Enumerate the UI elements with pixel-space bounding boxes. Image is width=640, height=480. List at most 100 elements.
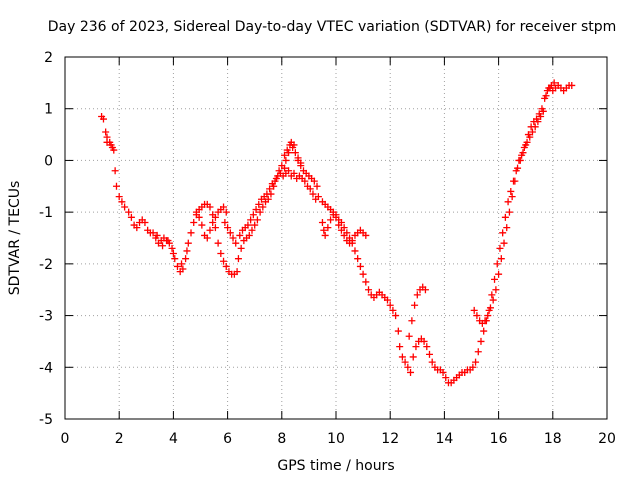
data-point xyxy=(442,374,450,382)
data-point xyxy=(249,211,257,219)
data-point xyxy=(310,177,318,185)
data-point xyxy=(282,156,290,164)
data-point xyxy=(159,242,167,250)
data-point xyxy=(99,115,107,123)
y-tick-label: -2 xyxy=(39,257,53,273)
data-point xyxy=(533,115,541,123)
data-point xyxy=(110,146,118,154)
data-point xyxy=(542,92,550,100)
data-point xyxy=(491,275,499,283)
data-point xyxy=(383,296,391,304)
data-point xyxy=(226,229,234,237)
x-tick-label: 8 xyxy=(277,431,286,447)
data-point xyxy=(149,229,157,237)
data-point xyxy=(247,216,255,224)
data-point xyxy=(245,231,253,239)
data-point xyxy=(362,278,370,286)
data-point xyxy=(477,337,485,345)
axis-ticks xyxy=(64,56,608,420)
data-point xyxy=(481,317,489,325)
data-point xyxy=(413,291,421,299)
data-point xyxy=(324,224,332,232)
data-point xyxy=(118,198,126,206)
data-point xyxy=(233,268,241,276)
data-series xyxy=(98,79,576,387)
data-point xyxy=(401,358,409,366)
data-point xyxy=(514,164,522,172)
data-point xyxy=(396,343,404,351)
data-point xyxy=(201,231,209,239)
data-point xyxy=(486,304,494,312)
data-point xyxy=(500,239,508,247)
data-point xyxy=(365,286,373,294)
data-point xyxy=(252,206,260,214)
data-point xyxy=(251,221,259,229)
data-point xyxy=(411,301,419,309)
data-point xyxy=(209,218,217,226)
data-point xyxy=(306,185,314,193)
x-tick-label: 20 xyxy=(598,431,616,447)
data-point xyxy=(327,216,335,224)
data-point xyxy=(340,231,348,239)
data-point xyxy=(493,260,501,268)
data-point xyxy=(404,363,412,371)
data-point xyxy=(192,208,200,216)
grid xyxy=(65,57,607,419)
x-tick-label: 16 xyxy=(490,431,508,447)
data-point xyxy=(266,185,274,193)
data-point xyxy=(182,255,190,263)
data-point xyxy=(127,213,135,221)
data-point xyxy=(248,226,256,234)
data-point xyxy=(171,255,179,263)
data-point xyxy=(527,123,535,131)
y-axis-label: SDTVAR / TECUs xyxy=(7,181,23,296)
data-point xyxy=(301,177,309,185)
plot-frame xyxy=(64,56,608,420)
data-point xyxy=(496,244,504,252)
data-point xyxy=(503,224,511,232)
data-point xyxy=(115,193,123,201)
data-point xyxy=(408,317,416,325)
data-point xyxy=(206,203,214,211)
data-point xyxy=(178,260,186,268)
y-tick-label: 0 xyxy=(44,153,53,169)
data-point xyxy=(535,110,543,118)
data-point xyxy=(271,177,279,185)
data-point xyxy=(190,218,198,226)
data-point xyxy=(473,312,481,320)
data-point xyxy=(244,221,252,229)
data-point xyxy=(237,244,245,252)
data-point xyxy=(488,291,496,299)
data-point xyxy=(507,187,515,195)
data-point xyxy=(281,164,289,172)
data-point xyxy=(538,105,546,113)
data-point xyxy=(102,128,110,136)
data-point xyxy=(504,198,512,206)
data-point xyxy=(519,149,527,157)
data-point xyxy=(501,213,509,221)
data-point xyxy=(281,151,289,159)
y-tick-label: -4 xyxy=(39,360,53,376)
data-point xyxy=(489,296,497,304)
data-point xyxy=(285,167,293,175)
x-tick-label: 4 xyxy=(169,431,178,447)
data-point xyxy=(229,234,237,242)
data-point xyxy=(407,368,415,376)
data-point xyxy=(222,208,230,216)
x-axis-label: GPS time / hours xyxy=(277,458,394,474)
y-tick-labels: 2 1 0 -1 -2 -3 -4 -5 xyxy=(39,50,53,428)
data-point xyxy=(294,154,302,162)
data-point xyxy=(220,257,228,265)
data-point xyxy=(480,327,488,335)
data-point xyxy=(183,247,191,255)
data-point xyxy=(263,190,271,198)
data-point xyxy=(386,301,394,309)
data-point xyxy=(312,195,320,203)
data-point xyxy=(103,133,111,141)
data-point xyxy=(217,250,225,258)
data-point xyxy=(528,128,536,136)
data-point xyxy=(214,239,222,247)
data-point xyxy=(354,255,362,263)
x-tick-label: 0 xyxy=(61,431,70,447)
data-point xyxy=(359,270,367,278)
